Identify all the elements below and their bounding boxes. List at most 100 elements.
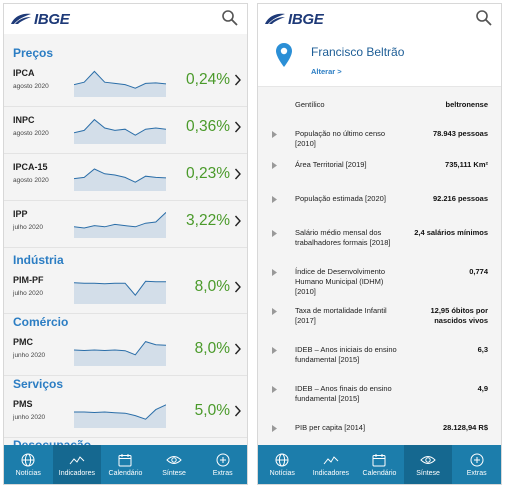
info-row[interactable]: Salário médio mensal dos trabalhadores f… bbox=[258, 228, 501, 258]
info-row[interactable]: PIB per capita [2014] 28.128,94 R$ bbox=[258, 423, 501, 445]
info-row[interactable]: Taxa de mortalidade Infantil [2017] 12,95… bbox=[258, 306, 501, 336]
indicator-card[interactable]: PMC junho 2020 8,0% bbox=[4, 330, 247, 376]
sparkline-chart bbox=[74, 280, 166, 304]
search-icon[interactable] bbox=[475, 9, 493, 27]
nav-item-plus[interactable]: Extras bbox=[198, 445, 247, 484]
info-row[interactable]: Área Territorial [2019] 735,111 Km² bbox=[258, 160, 501, 190]
info-row[interactable]: População no último censo [2010] 78.943 p… bbox=[258, 129, 501, 159]
indicator-card[interactable]: INPC agosto 2020 0,36% bbox=[4, 108, 247, 154]
nav-label: Notícias bbox=[15, 469, 41, 477]
section-title: Serviços bbox=[13, 377, 64, 391]
sparkline-chart bbox=[74, 341, 166, 366]
ibge-logo[interactable]: IBGE bbox=[264, 10, 324, 28]
city-summary-screen: IBGE Francisco Beltrão Alterar > Gentíli… bbox=[257, 3, 502, 485]
bottom-navigation: Notícias Indicadores Calendário Síntese Extr… bbox=[4, 445, 247, 484]
bottom-navigation: Notícias Indicadores Calendário Síntese Extr… bbox=[258, 445, 501, 484]
top-bar: IBGE bbox=[4, 4, 247, 34]
indicator-name: IPP bbox=[13, 209, 28, 219]
sparkline-chart bbox=[74, 168, 166, 191]
nav-label: Extras bbox=[212, 469, 233, 477]
chevron-right-icon[interactable] bbox=[234, 73, 242, 87]
chevron-right-icon[interactable] bbox=[234, 404, 242, 418]
chevron-right-icon[interactable] bbox=[234, 167, 242, 181]
nav-item-trend[interactable]: Indicadores bbox=[52, 445, 102, 484]
expand-arrow-icon[interactable] bbox=[272, 131, 277, 138]
chevron-right-icon[interactable] bbox=[234, 280, 242, 294]
ibge-logo-mark-icon bbox=[265, 13, 285, 24]
city-header: Francisco Beltrão Alterar > bbox=[258, 34, 501, 87]
indicator-date: agosto 2020 bbox=[13, 130, 49, 137]
expand-arrow-icon[interactable] bbox=[272, 308, 277, 315]
logo-text: IBGE bbox=[288, 10, 324, 28]
indicator-value: 0,23% bbox=[186, 165, 230, 182]
indicator-date: julho 2020 bbox=[13, 224, 43, 231]
sparkline-chart bbox=[74, 118, 166, 144]
nav-item-globe[interactable]: Notícias bbox=[258, 445, 307, 484]
nav-label: Calendário bbox=[108, 469, 143, 477]
indicator-card[interactable]: IPCA agosto 2020 0,24% bbox=[4, 61, 247, 107]
info-value: 92.216 pessoas bbox=[432, 194, 488, 203]
city-info-list[interactable]: Gentílico beltronense População no último … bbox=[258, 87, 501, 445]
expand-arrow-icon[interactable] bbox=[272, 269, 277, 276]
info-label: População estimada [2020] bbox=[295, 194, 386, 203]
plus-icon bbox=[216, 453, 230, 466]
chevron-right-icon[interactable] bbox=[234, 214, 242, 228]
indicator-value: 0,36% bbox=[186, 118, 230, 135]
indicator-name: PMS bbox=[13, 399, 33, 409]
info-value: 28.128,94 R$ bbox=[442, 423, 488, 432]
info-row[interactable]: IDEB – Anos iniciais do ensino fundament… bbox=[258, 345, 501, 375]
expand-arrow-icon[interactable] bbox=[272, 386, 277, 393]
section-title: Indústria bbox=[13, 253, 64, 267]
indicator-date: agosto 2020 bbox=[13, 83, 49, 90]
chevron-right-icon[interactable] bbox=[234, 120, 242, 134]
info-label: PIB per capita [2014] bbox=[295, 423, 366, 432]
nav-item-trend[interactable]: Indicadores bbox=[307, 445, 356, 484]
sparkline-line bbox=[74, 212, 166, 229]
top-bar: IBGE bbox=[258, 4, 501, 34]
sparkline-line bbox=[74, 70, 166, 89]
expand-arrow-icon[interactable] bbox=[272, 230, 277, 237]
eye-icon bbox=[420, 455, 436, 464]
indicator-list[interactable]: Preços Indústria Comércio Serviços Desocupaç… bbox=[4, 34, 247, 445]
indicator-card[interactable]: IPP julho 2020 3,22% bbox=[4, 202, 247, 248]
ibge-logo[interactable]: IBGE bbox=[10, 10, 70, 28]
change-city-link[interactable]: Alterar > bbox=[311, 67, 342, 76]
location-pin-icon bbox=[276, 43, 292, 67]
expand-arrow-icon[interactable] bbox=[272, 347, 277, 354]
section-title: Preços bbox=[13, 46, 54, 60]
eye-icon bbox=[166, 455, 182, 464]
sparkline-area bbox=[74, 281, 166, 304]
info-value: 6,3 bbox=[477, 345, 488, 354]
nav-item-calendar[interactable]: Calendário bbox=[355, 445, 404, 484]
indicator-card[interactable]: PIM-PF julho 2020 8,0% bbox=[4, 268, 247, 314]
nav-item-eye[interactable]: Síntese bbox=[150, 445, 199, 484]
indicator-name: IPCA-15 bbox=[13, 162, 48, 172]
info-row[interactable]: População estimada [2020] 92.216 pessoas bbox=[258, 194, 501, 224]
sparkline-line bbox=[74, 118, 166, 136]
expand-arrow-icon[interactable] bbox=[272, 196, 277, 203]
info-row: Gentílico beltronense bbox=[258, 100, 501, 130]
info-value: 0,774 bbox=[469, 267, 488, 276]
nav-label: Indicadores bbox=[312, 469, 349, 477]
chevron-right-icon[interactable] bbox=[234, 342, 242, 356]
info-label: Índice de Desenvolvimento Humano Municip… bbox=[295, 267, 386, 296]
sparkline-line bbox=[74, 404, 166, 420]
nav-item-calendar[interactable]: Calendário bbox=[101, 445, 150, 484]
indicator-card[interactable]: IPCA-15 agosto 2020 0,23% bbox=[4, 155, 247, 201]
nav-item-eye[interactable]: Síntese bbox=[403, 445, 453, 484]
info-label: Taxa de mortalidade Infantil [2017] bbox=[295, 306, 387, 325]
city-name: Francisco Beltrão bbox=[311, 45, 405, 59]
info-row[interactable]: Índice de Desenvolvimento Humano Municip… bbox=[258, 267, 501, 297]
indicator-name: PMC bbox=[13, 337, 33, 347]
expand-arrow-icon[interactable] bbox=[272, 425, 277, 432]
search-icon[interactable] bbox=[221, 9, 239, 27]
calendar-icon bbox=[372, 453, 386, 466]
nav-item-globe[interactable]: Notícias bbox=[4, 445, 53, 484]
nav-item-plus[interactable]: Extras bbox=[452, 445, 501, 484]
nav-label: Síntese bbox=[416, 469, 440, 477]
indicator-card[interactable]: PMS junho 2020 5,0% bbox=[4, 392, 247, 438]
info-row[interactable]: IDEB – Anos finais do ensino fundamental… bbox=[258, 384, 501, 414]
indicator-value: 3,22% bbox=[186, 212, 230, 229]
expand-arrow-icon[interactable] bbox=[272, 162, 277, 169]
sparkline-line bbox=[74, 341, 166, 356]
